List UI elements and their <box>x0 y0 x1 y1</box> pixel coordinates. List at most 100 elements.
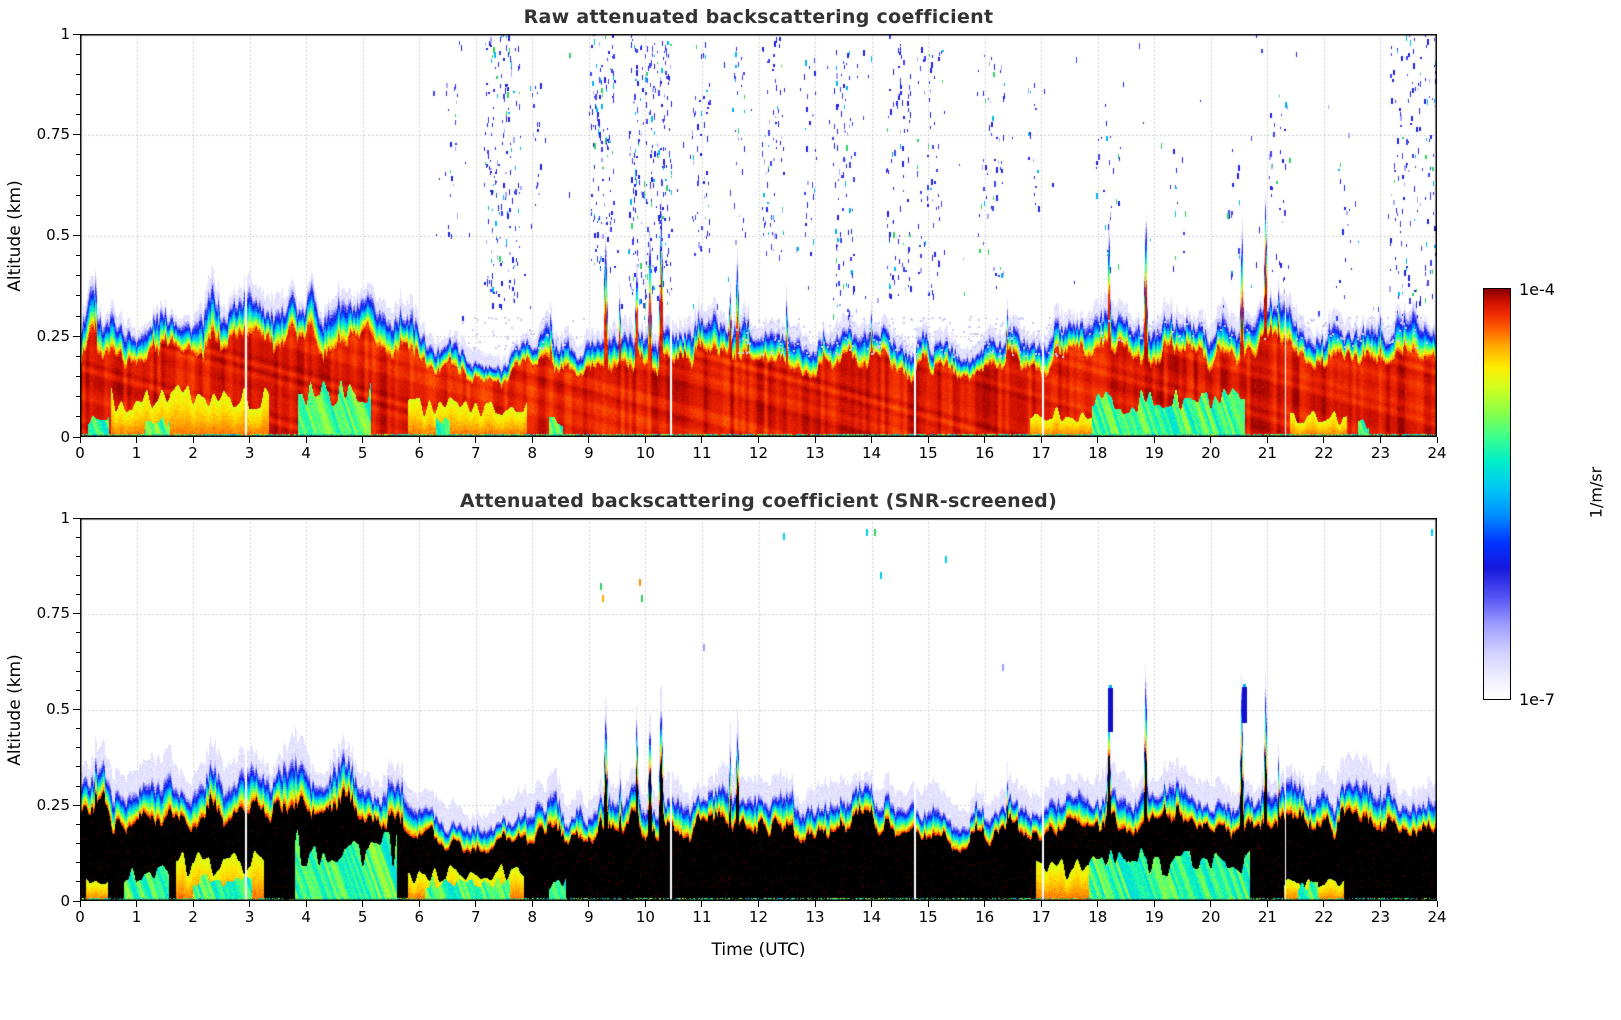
x-tick-mark <box>418 437 420 443</box>
x-tick-mark <box>79 901 81 907</box>
x-tick-mark <box>362 901 364 907</box>
x-tick-label: 17 <box>1031 444 1051 462</box>
y-minor-tick-mark <box>76 355 80 357</box>
x-tick-label: 5 <box>357 444 368 462</box>
x-tick-mark <box>79 437 81 443</box>
panel-title-raw: Raw attenuated backscattering coefficien… <box>523 6 994 28</box>
y-minor-tick-mark <box>76 881 80 883</box>
x-tick-mark <box>531 901 533 907</box>
x-axis-label: Time (UTC) <box>711 940 806 960</box>
y-minor-tick-mark <box>76 93 80 95</box>
colorbar-min-label: 1e-7 <box>1519 690 1555 709</box>
x-tick-label: 7 <box>471 444 481 462</box>
x-tick-mark <box>1097 901 1099 907</box>
y-tick-mark <box>73 235 80 236</box>
x-tick-mark <box>644 437 646 443</box>
y-minor-tick-mark <box>76 632 80 634</box>
y-minor-tick-mark <box>76 785 80 787</box>
x-tick-label: 22 <box>1314 444 1334 462</box>
y-tick-mark <box>73 134 80 136</box>
x-tick-label: 0 <box>75 908 85 926</box>
x-tick-mark <box>1323 437 1325 443</box>
y-tick-mark <box>73 804 80 806</box>
y-minor-tick-mark <box>76 574 80 576</box>
x-tick-mark <box>984 437 986 443</box>
y-minor-tick-mark <box>76 555 80 557</box>
x-tick-mark <box>1210 437 1212 443</box>
y-minor-tick-mark <box>76 651 80 653</box>
x-tick-label: 23 <box>1370 908 1390 926</box>
y-tick-mark <box>73 335 80 337</box>
x-tick-mark <box>927 437 929 443</box>
x-tick-label: 18 <box>1088 444 1108 462</box>
x-tick-mark <box>1379 901 1381 907</box>
x-tick-mark <box>871 437 873 443</box>
x-tick-label: 10 <box>635 444 655 462</box>
colorbar-max-label: 1e-4 <box>1519 280 1555 299</box>
y-minor-tick-mark <box>76 594 80 596</box>
y-tick-label: 0.75 <box>36 125 70 144</box>
x-tick-label: 11 <box>692 908 712 926</box>
y-minor-tick-mark <box>76 536 80 538</box>
x-tick-mark <box>927 901 929 907</box>
x-tick-mark <box>305 901 307 907</box>
y-minor-tick-mark <box>76 670 80 672</box>
x-tick-mark <box>1153 437 1155 443</box>
y-axis-label-raw: Altitude (km) <box>5 179 25 292</box>
y-minor-tick-mark <box>76 376 80 378</box>
y-minor-tick-mark <box>76 295 80 297</box>
y-tick-label: 0.5 <box>46 226 70 244</box>
x-tick-label: 4 <box>301 444 311 462</box>
colorbar <box>1483 288 1511 700</box>
y-tick-label: 0.25 <box>36 795 70 814</box>
y-minor-tick-mark <box>76 174 80 176</box>
x-tick-label: 8 <box>527 444 538 462</box>
x-tick-label: 6 <box>414 908 425 926</box>
y-minor-tick-mark <box>76 53 80 55</box>
x-tick-mark <box>305 437 307 443</box>
x-tick-label: 10 <box>635 908 655 926</box>
x-tick-label: 17 <box>1031 908 1051 926</box>
y-minor-tick-mark <box>76 114 80 116</box>
y-minor-tick-mark <box>76 862 80 864</box>
y-tick-label: 0 <box>60 891 70 910</box>
x-tick-mark <box>136 437 138 443</box>
x-tick-label: 14 <box>862 908 882 926</box>
x-tick-mark <box>814 901 816 907</box>
x-tick-label: 9 <box>584 444 594 462</box>
y-minor-tick-mark <box>76 154 80 156</box>
x-tick-label: 15 <box>918 444 938 462</box>
y-minor-tick-mark <box>76 73 80 75</box>
x-tick-mark <box>1153 901 1155 907</box>
y-tick-mark <box>73 900 80 902</box>
x-tick-label: 6 <box>414 444 425 462</box>
x-tick-label: 19 <box>1144 908 1164 926</box>
x-tick-mark <box>249 901 251 907</box>
x-tick-mark <box>1040 437 1042 443</box>
y-tick-label: 0 <box>60 427 70 446</box>
screened-heatmap-canvas <box>80 518 1437 901</box>
y-minor-tick-mark <box>76 396 80 398</box>
y-tick-label: 0.5 <box>46 700 70 718</box>
x-tick-label: 20 <box>1201 908 1221 926</box>
y-tick-mark <box>73 517 80 519</box>
x-tick-label: 18 <box>1088 908 1108 926</box>
x-tick-label: 16 <box>975 444 995 462</box>
y-minor-tick-mark <box>76 766 80 768</box>
x-tick-mark <box>984 901 986 907</box>
x-tick-mark <box>758 901 759 907</box>
x-tick-mark <box>362 437 364 443</box>
x-tick-label: 8 <box>527 908 538 926</box>
y-tick-label: 0.25 <box>36 326 70 345</box>
x-tick-label: 22 <box>1314 908 1334 926</box>
x-tick-label: 24 <box>1427 444 1447 462</box>
x-tick-mark <box>249 437 251 443</box>
x-tick-mark <box>644 901 646 907</box>
y-tick-label: 0.75 <box>36 604 70 623</box>
y-tick-mark <box>73 709 80 710</box>
x-tick-label: 15 <box>918 908 938 926</box>
y-minor-tick-mark <box>76 275 80 277</box>
x-tick-mark <box>1097 437 1099 443</box>
x-tick-mark <box>1040 901 1042 907</box>
